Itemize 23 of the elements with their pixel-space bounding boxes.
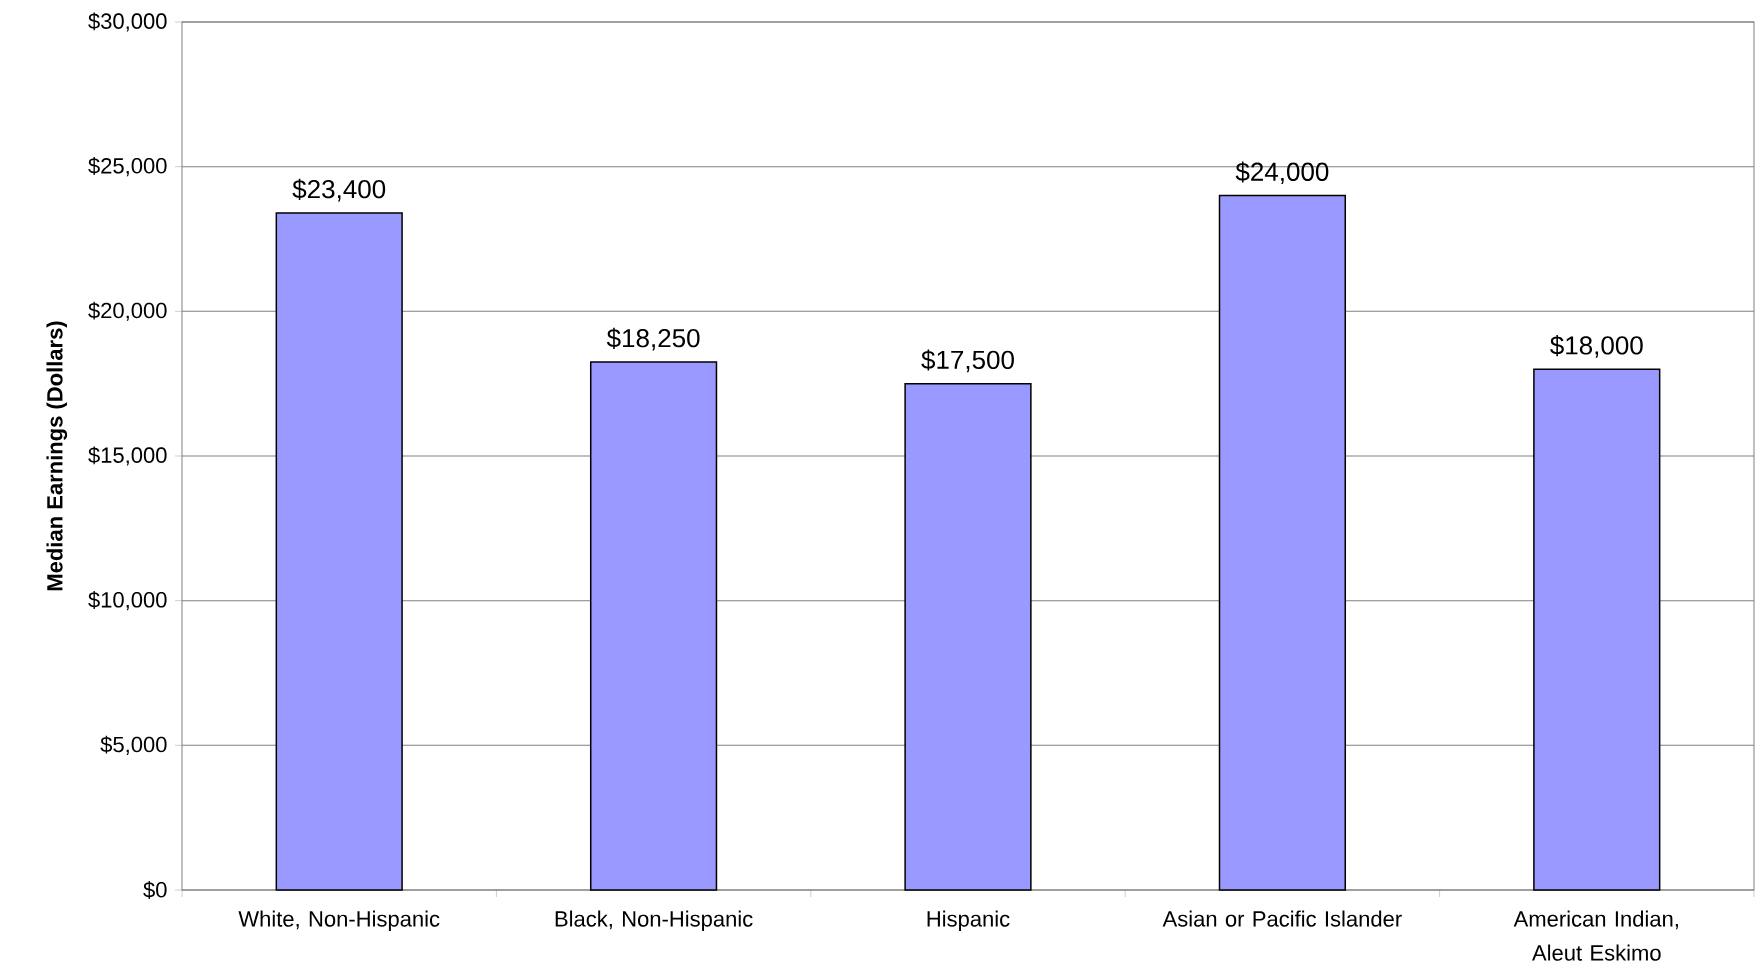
y-tick-label: $10,000 xyxy=(88,591,167,611)
x-tick-label: White, Non-Hispanic xyxy=(238,910,440,932)
data-label: $24,000 xyxy=(1235,161,1329,185)
data-label: $17,500 xyxy=(921,349,1014,373)
y-tick-label: $15,000 xyxy=(88,446,167,466)
data-label: $18,000 xyxy=(1550,335,1643,358)
x-tick-label: Black, Non-Hispanic xyxy=(555,910,753,932)
x-tick-label: Asian or Pacific Islander xyxy=(1162,910,1402,927)
bar xyxy=(1218,194,1347,891)
bar xyxy=(589,361,718,891)
x-tick-label: Hispanic xyxy=(927,910,1010,932)
y-tick-label: $0 xyxy=(143,881,167,899)
y-tick-label: $20,000 xyxy=(88,301,167,321)
data-label: $23,400 xyxy=(292,178,386,202)
y-tick-label: $5,000 xyxy=(100,735,167,755)
x-tick-label: American Indian, Aleut Eskimo xyxy=(1513,910,1678,961)
y-tick-label: $25,000 xyxy=(88,157,167,177)
data-label: $18,250 xyxy=(606,327,700,351)
bar xyxy=(1533,368,1661,891)
bar xyxy=(275,212,403,891)
bar xyxy=(904,382,1032,891)
y-tick-label: $30,000 xyxy=(88,12,167,32)
y-axis-title: Median Earnings (Dollars) xyxy=(46,321,68,591)
